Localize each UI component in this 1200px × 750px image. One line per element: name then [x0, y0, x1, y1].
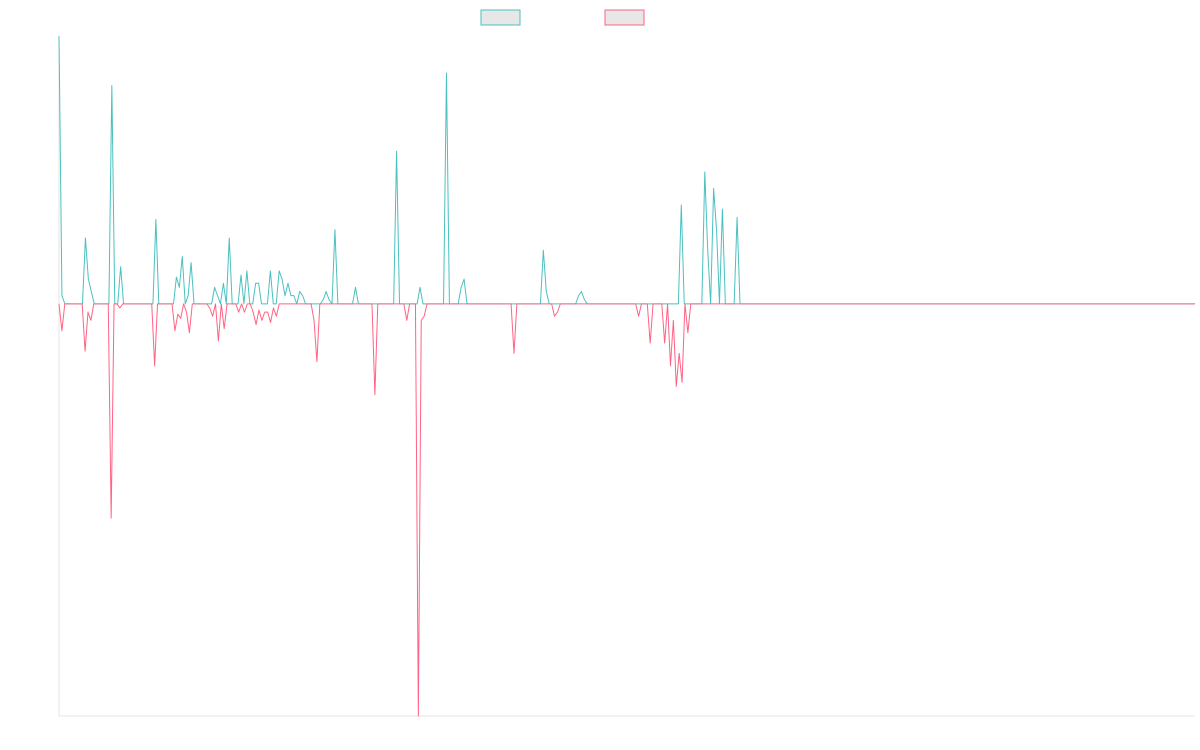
- series-line-1: [58, 35, 1195, 305]
- legend-swatch-1[interactable]: [480, 9, 521, 26]
- legend: [480, 9, 645, 26]
- legend-swatch-2[interactable]: [604, 9, 645, 26]
- series-line-2: [58, 303, 1195, 717]
- axes: [58, 36, 1195, 717]
- series-layer: [58, 35, 1195, 717]
